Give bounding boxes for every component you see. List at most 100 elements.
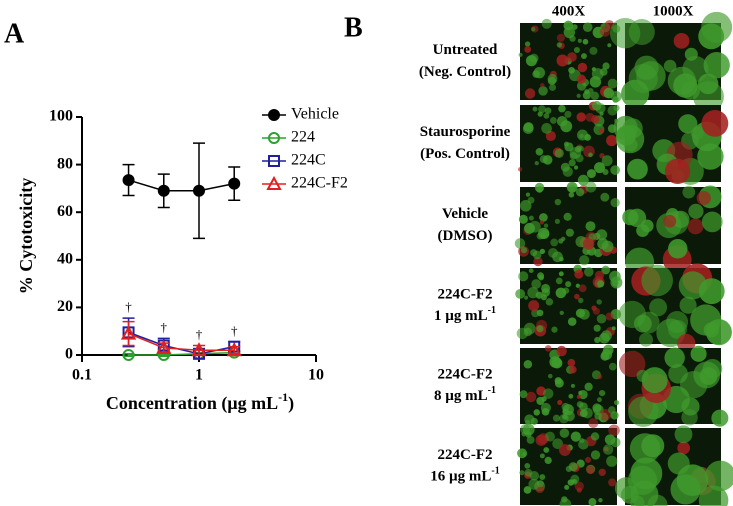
row-label: (DMSO) <box>438 228 493 244</box>
cell <box>550 116 557 124</box>
cell <box>558 104 566 113</box>
cell <box>668 239 688 259</box>
cell <box>522 423 535 436</box>
cell <box>556 345 567 357</box>
cell <box>539 248 546 255</box>
cell <box>527 287 539 299</box>
cell <box>703 52 730 79</box>
cell <box>573 165 579 170</box>
cell <box>596 397 602 403</box>
cell <box>575 187 585 197</box>
cell <box>558 256 564 262</box>
cell <box>578 297 584 304</box>
cell <box>518 214 528 224</box>
row-label: 8 µg mL-1 <box>434 385 496 404</box>
cell <box>570 431 581 442</box>
cell <box>591 68 604 80</box>
cell <box>587 87 594 94</box>
cell <box>584 134 591 141</box>
row-unit-sup: -1 <box>488 385 496 396</box>
cell <box>578 390 583 395</box>
row-label: Vehicle <box>442 206 488 222</box>
cell <box>598 128 605 134</box>
cell <box>536 396 545 406</box>
annotation: † <box>125 299 132 314</box>
cell <box>594 412 602 420</box>
cell <box>543 223 549 228</box>
cell <box>555 277 563 285</box>
panel-letter: B <box>344 12 363 43</box>
cell <box>525 391 537 403</box>
cell <box>524 222 535 234</box>
annotation: † <box>161 319 168 334</box>
cell <box>598 468 606 477</box>
cell <box>540 82 545 88</box>
column-header: 400X <box>552 3 586 19</box>
cell <box>698 485 729 506</box>
marker <box>156 339 172 354</box>
cell <box>693 81 724 113</box>
cell <box>524 295 529 300</box>
cell <box>608 478 617 487</box>
cell <box>567 317 577 326</box>
legend-label: 224C <box>291 152 326 169</box>
cell <box>705 460 733 492</box>
cell <box>554 377 562 385</box>
cell <box>536 325 544 333</box>
cell <box>515 288 526 299</box>
marker <box>268 132 280 144</box>
cell <box>594 336 601 344</box>
cell <box>565 228 574 237</box>
cell <box>608 424 620 437</box>
cell <box>701 11 733 43</box>
cell <box>524 41 531 47</box>
marker <box>191 342 207 357</box>
marker <box>268 109 280 121</box>
cell <box>609 270 621 283</box>
cell <box>520 247 528 254</box>
cell <box>682 185 696 199</box>
cell <box>523 122 534 133</box>
cell <box>539 220 544 225</box>
cell <box>552 414 560 422</box>
cell <box>534 161 539 166</box>
cell <box>562 414 568 420</box>
cell <box>674 425 693 444</box>
cell <box>574 293 580 300</box>
cell <box>596 299 602 305</box>
annotation: † <box>231 323 238 338</box>
cell <box>677 333 696 353</box>
panel-letter: A <box>4 18 25 49</box>
cell <box>610 411 619 420</box>
cell <box>601 155 613 167</box>
cell <box>541 123 552 134</box>
cell <box>598 389 606 397</box>
cell <box>588 418 599 429</box>
cell <box>528 478 540 490</box>
cell <box>673 32 690 49</box>
cell <box>628 63 658 93</box>
cell <box>705 319 732 346</box>
marker <box>226 342 242 357</box>
cell <box>540 234 546 239</box>
row-label: 1 µg mL-1 <box>434 305 496 324</box>
cell <box>593 324 601 332</box>
cell <box>547 73 558 84</box>
cell <box>592 403 602 413</box>
cell <box>568 159 576 167</box>
cell <box>568 462 578 472</box>
cell <box>548 373 553 379</box>
y-tick-label: 60 <box>57 203 73 220</box>
cell <box>543 447 550 453</box>
cell <box>531 279 542 289</box>
cell <box>600 192 610 202</box>
cell <box>539 453 545 459</box>
cell <box>552 438 563 449</box>
cell <box>582 407 593 419</box>
cell <box>526 436 535 444</box>
cell <box>524 88 536 99</box>
cell <box>696 191 711 206</box>
x-tick-label: 10 <box>308 367 324 384</box>
cell <box>528 215 534 221</box>
